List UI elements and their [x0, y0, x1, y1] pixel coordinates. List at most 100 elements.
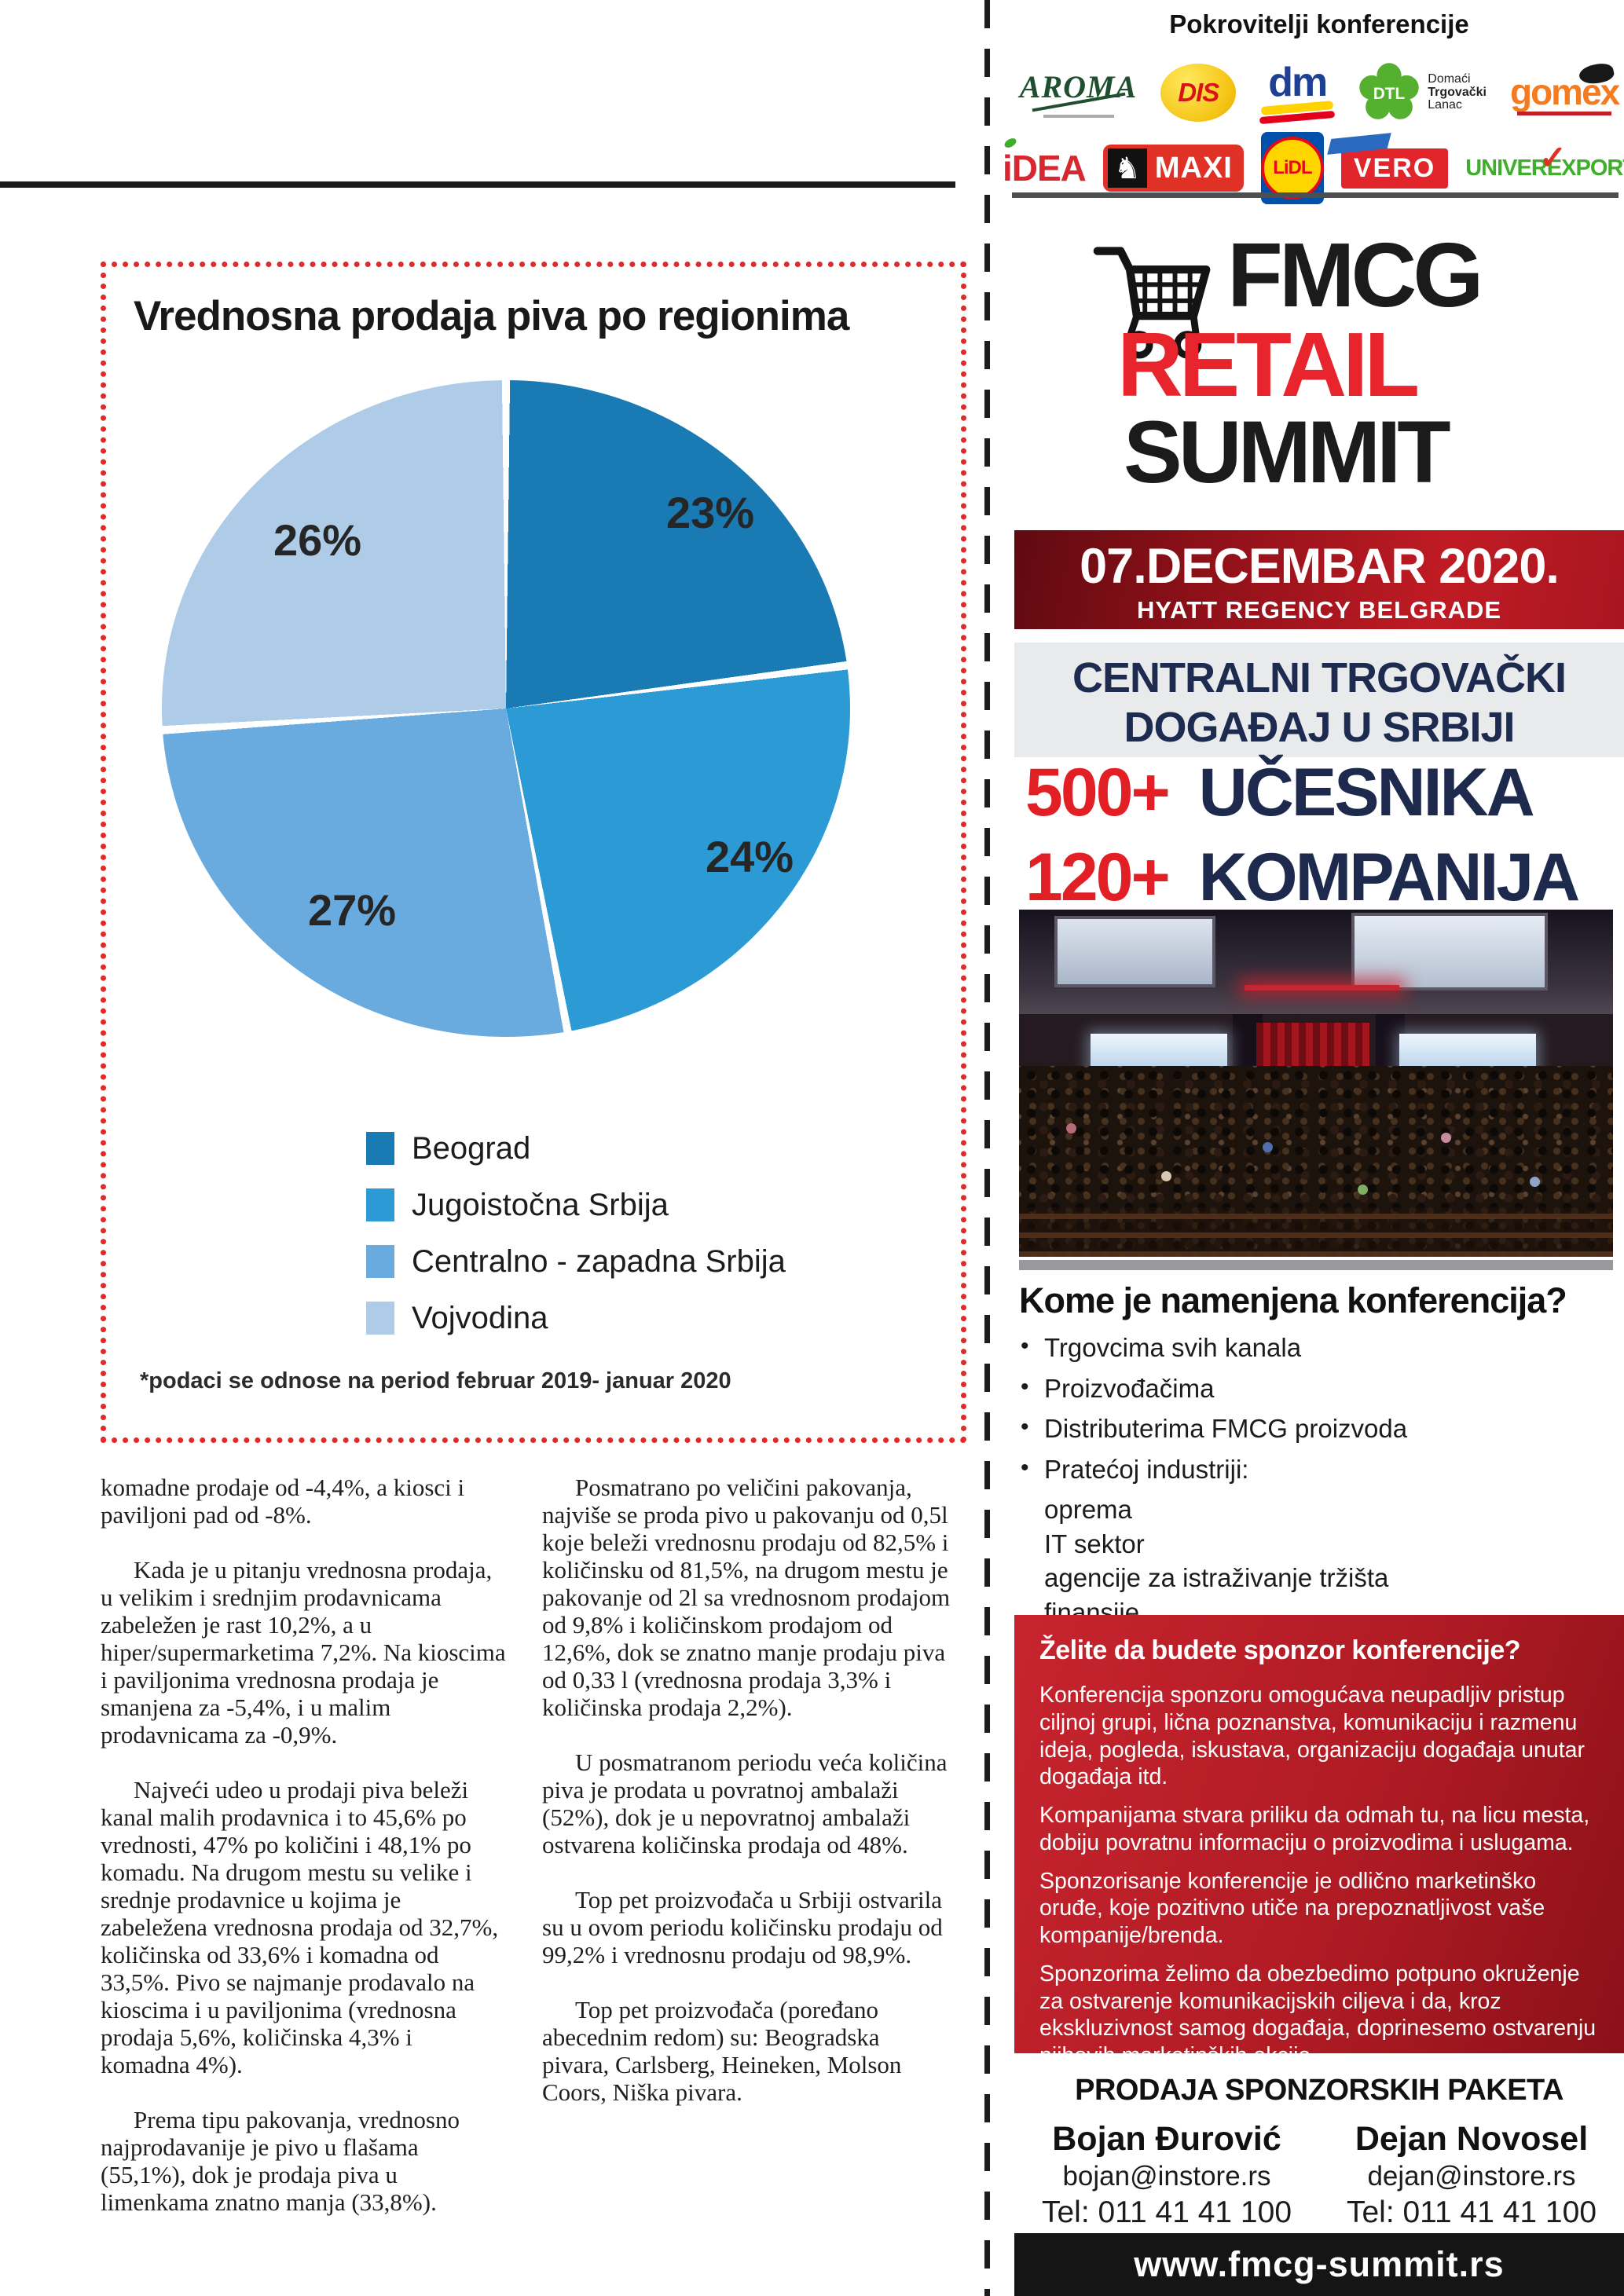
- stat-label: UČESNIKA: [1198, 755, 1535, 830]
- aroma-tagline: [1043, 114, 1114, 118]
- event-date: 07.DECEMBAR 2020.: [1080, 539, 1560, 594]
- sponsors-divider-rule: [1012, 192, 1619, 198]
- contact-name: Dejan Novosel: [1355, 2120, 1589, 2158]
- article-column-1: komadne prodaje od -4,4%, a kiosci i pav…: [101, 1474, 506, 2243]
- article-paragraph: Posmatrano po veličini pakovanja, najviš…: [542, 1474, 951, 1721]
- stat-companies: 120+ KOMPANIJA: [1025, 844, 1580, 911]
- page-divider-dashed-line: [984, 0, 990, 2296]
- article-paragraph: komadne prodaje od -4,4%, a kiosci i pav…: [101, 1474, 465, 1529]
- univerexport-wordmark: UNIVEREXPORT: [1465, 155, 1624, 181]
- stat-number: 120+: [1025, 840, 1171, 915]
- idea-wordmark: iDEA: [1002, 148, 1087, 189]
- maxi-knight-icon: ♞: [1107, 148, 1147, 188]
- logo-univerexport: ✓ UNIVEREXPORT: [1465, 139, 1624, 181]
- contact-dejan: Dejan Novosel dejan@instore.rs Tel: 011 …: [1319, 2119, 1624, 2231]
- chart-legend: Beograd Jugoistočna Srbija Centralno - z…: [366, 1120, 786, 1346]
- stat-number: 500+: [1025, 755, 1171, 830]
- bullet-icon: •: [1021, 1373, 1029, 1400]
- sponsor-logo-row-2: iDEA ♞ MAXI LiDL VERO ✓ UNIVEREXPORT: [1003, 132, 1624, 204]
- event-stats: 500+ UČESNIKA 120+ KOMPANIJA: [1025, 759, 1580, 928]
- photo-person: [1440, 1132, 1451, 1143]
- dtl-side-line: Trgovački: [1428, 85, 1487, 99]
- chart-title: Vrednosna prodaja piva po regionima: [134, 293, 849, 339]
- pie-value-label-jugoistocna: 24%: [706, 832, 794, 881]
- maxi-wordmark: MAXI: [1154, 151, 1233, 185]
- stat-label: KOMPANIJA: [1198, 840, 1581, 915]
- photo-chairs: [1019, 1207, 1613, 1257]
- lidl-circle: LiDL: [1260, 137, 1324, 200]
- dtl-side-text: Domaći Trgovački Lanac: [1428, 71, 1487, 112]
- logo-lidl: LiDL: [1260, 132, 1324, 204]
- contact-bojan: Bojan Đurović bojan@instore.rs Tel: 011 …: [1014, 2119, 1319, 2231]
- photo-skylight: [1054, 916, 1215, 987]
- logo-aroma: AROMA: [1020, 68, 1138, 118]
- univerexport-check-icon: ✓: [1538, 138, 1567, 176]
- gomex-bar: [1517, 111, 1612, 115]
- contact-phone: Tel: 011 41 41 100: [1346, 2195, 1597, 2229]
- photo-person: [1357, 1184, 1368, 1195]
- pie-value-label-centralno: 27%: [308, 885, 397, 935]
- contacts: Bojan Đurović bojan@instore.rs Tel: 011 …: [1014, 2119, 1624, 2231]
- logo-gomex: gomex: [1510, 60, 1620, 115]
- logo-dis: DIS: [1160, 64, 1237, 122]
- article-paragraph: Najveći udeo u prodaji piva beleži kanal…: [101, 1776, 499, 2078]
- audience-item: • Proizvođačima: [1021, 1371, 1624, 1406]
- bullet-icon: •: [1021, 1414, 1029, 1441]
- bullet-icon: •: [1021, 1454, 1029, 1481]
- date-banner: 07.DECEMBAR 2020. HYATT REGENCY BELGRADE: [1014, 530, 1624, 629]
- tagline-line2: DOGAĐAJ U SRBIJI: [1124, 703, 1515, 751]
- legend-item-centralno: Centralno - zapadna Srbija: [366, 1233, 786, 1290]
- legend-swatch-jugoistocna: [366, 1188, 394, 1221]
- sponsor-box-paragraph: Sponzorisanje konferencije je odlično ma…: [1039, 1868, 1545, 1949]
- legend-swatch-centralno: [366, 1245, 394, 1278]
- dtl-side-line: Domaći: [1428, 71, 1471, 86]
- legend-swatch-beograd: [366, 1132, 394, 1165]
- audience-sub-item: agencije za istraživanje tržišta: [1044, 1563, 1389, 1593]
- audience-item: • Pratećoj industriji:: [1021, 1452, 1624, 1487]
- article-paragraph: Top pet proizvođača (poređano abecednim …: [542, 1996, 902, 2106]
- vero-wordmark: VERO: [1353, 152, 1436, 183]
- contact-email: bojan@instore.rs: [1062, 2160, 1271, 2192]
- stat-participants: 500+ UČESNIKA: [1025, 759, 1578, 826]
- audience-list: • Trgovcima svih kanala • Proizvođačima …: [1021, 1331, 1624, 1664]
- photo-stage-light: [1245, 985, 1399, 991]
- lidl-wordmark: LiDL: [1273, 157, 1312, 178]
- pie-chart: [162, 380, 850, 1037]
- sales-heading: PRODAJA SPONZORSKIH PAKETA: [1075, 2074, 1564, 2107]
- aroma-wordmark: AROMA: [1019, 68, 1138, 104]
- contact-phone: Tel: 011 41 41 100: [1041, 2195, 1292, 2229]
- brand-line-summit: SUMMIT: [1124, 403, 1451, 501]
- audience-item: • Distributerima FMCG proizvoda: [1021, 1412, 1624, 1446]
- audience-sub-item: oprema: [1044, 1495, 1132, 1525]
- photo-person: [1161, 1170, 1172, 1181]
- legend-item-beograd: Beograd: [366, 1120, 786, 1177]
- photo-bottom-bar: [1019, 1260, 1613, 1270]
- sponsor-box-paragraph: Sponzorima želimo da obezbedimo potpuno …: [1039, 1961, 1597, 2069]
- legend-label: Beograd: [412, 1130, 531, 1166]
- photo-skylight: [1351, 913, 1549, 991]
- audience-heading: Kome je namenjena konferencija?: [1019, 1280, 1567, 1320]
- chart-footnote: *podaci se odnose na period februar 2019…: [140, 1368, 731, 1393]
- logo-maxi: ♞ MAXI: [1102, 145, 1244, 192]
- photo-person: [1262, 1142, 1273, 1153]
- legend-item-vojvodina: Vojvodina: [366, 1290, 786, 1346]
- article-paragraph: Prema tipu pakovanja, vrednosno najproda…: [101, 2106, 460, 2216]
- legend-item-jugoistocna: Jugoistočna Srbija: [366, 1177, 786, 1233]
- photo-person: [1066, 1122, 1077, 1133]
- contact-name: Bojan Đurović: [1052, 2120, 1281, 2158]
- shopping-cart-icon: [1093, 247, 1211, 359]
- logo-dtl: DTL Domaći Trgovački Lanac: [1358, 62, 1487, 123]
- sponsor-box-paragraph: Konferencija sponzoru omogućava neupadlj…: [1039, 1683, 1585, 1790]
- dis-egg-shape: DIS: [1160, 64, 1237, 122]
- event-venue: HYATT REGENCY BELGRADE: [1136, 596, 1502, 624]
- dtl-side-line: Lanac: [1428, 98, 1462, 112]
- photo-audience-crowd: [1019, 1065, 1613, 1257]
- sponsor-box-heading: Želite da budete sponzor konferencije?: [1039, 1635, 1521, 1665]
- top-rule: [0, 181, 955, 188]
- legend-label: Vojvodina: [412, 1300, 548, 1335]
- photo-person: [1530, 1176, 1541, 1187]
- dtl-flower-icon: DTL: [1359, 63, 1419, 119]
- brand-line-fmcg: FMCG: [1227, 224, 1483, 326]
- contact-email: dejan@instore.rs: [1367, 2160, 1576, 2192]
